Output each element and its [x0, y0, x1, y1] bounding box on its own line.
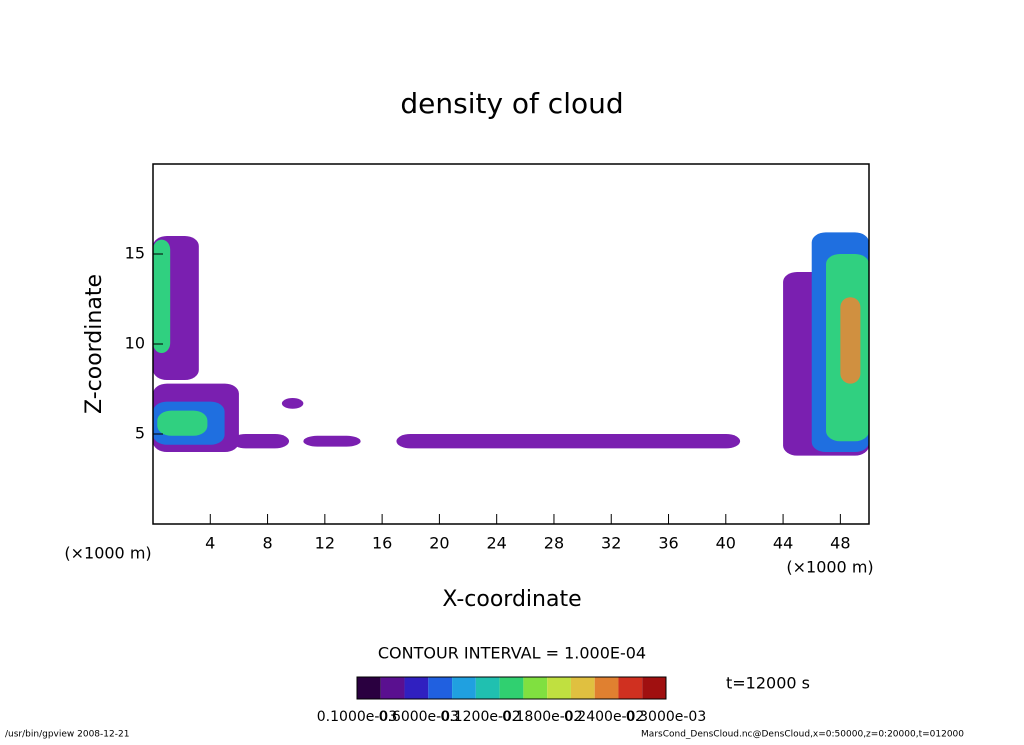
x-tick-label: 48 — [830, 534, 850, 553]
colorbar-swatch — [404, 677, 429, 699]
x-tick-label: 12 — [315, 534, 335, 553]
cloud-region — [396, 434, 741, 449]
x-tick-label: 16 — [372, 534, 392, 553]
colorbar-swatch — [570, 677, 595, 699]
cloud-region — [303, 435, 361, 447]
y-tick-label: 15 — [125, 244, 145, 263]
cloud-region — [281, 398, 304, 409]
colorbar-label: 0.1000e-03 — [317, 709, 397, 725]
x-tick-label: 44 — [773, 534, 793, 553]
footer-right: MarsCond_DensCloud.nc@DensCloud,x=0:5000… — [641, 730, 964, 740]
x-axis-label: X-coordinate — [442, 587, 581, 612]
colorbar-swatch — [380, 677, 405, 699]
cloud-region — [231, 434, 290, 449]
colorbar-swatch — [642, 677, 666, 699]
y-tick-label: 10 — [125, 334, 145, 353]
cloud-region — [840, 297, 861, 384]
colorbar-label: 0.3000e-03 — [626, 709, 706, 725]
y-tick-label: 5 — [135, 424, 145, 443]
colorbar-swatch — [428, 677, 453, 699]
cloud-region — [153, 239, 171, 353]
x-tick-label: 40 — [716, 534, 736, 553]
colorbar-swatch — [475, 677, 500, 699]
x-unit-label: (×1000 m) — [786, 558, 873, 577]
x-tick-label: 24 — [487, 534, 507, 553]
footer-left: /usr/bin/gpview 2008-12-21 — [5, 730, 129, 740]
colorbar-label: 0.1200e-02 — [440, 709, 520, 725]
x-unit-label: (×1000 m) — [64, 544, 151, 563]
x-tick-label: 4 — [205, 534, 215, 553]
colorbar-label: 0.1800e-02 — [502, 709, 582, 725]
x-tick-label: 28 — [544, 534, 564, 553]
colorbar-swatch — [547, 677, 571, 699]
x-tick-label: 20 — [429, 534, 449, 553]
colorbar-swatch — [523, 677, 548, 699]
colorbar-swatch — [452, 677, 476, 699]
plot-frame — [152, 163, 870, 525]
colorbar-swatch — [594, 677, 619, 699]
x-tick-label: 36 — [658, 534, 678, 553]
x-tick-label: 32 — [601, 534, 621, 553]
y-axis-label: Z-coordinate — [82, 274, 107, 414]
cloud-region — [157, 410, 208, 436]
time-label: t=12000 s — [726, 674, 810, 693]
colorbar-swatch — [499, 677, 524, 699]
contour-interval: CONTOUR INTERVAL = 1.000E-04 — [378, 644, 646, 663]
colorbar-label: 0.6000e-03 — [379, 709, 459, 725]
x-tick-label: 8 — [262, 534, 272, 553]
colorbar-swatch — [618, 677, 643, 699]
colorbar-frame — [356, 676, 667, 700]
colorbar-swatch — [357, 677, 381, 699]
chart-title: density of cloud — [400, 87, 623, 120]
colorbar-label: 0.2400e-02 — [564, 709, 644, 725]
